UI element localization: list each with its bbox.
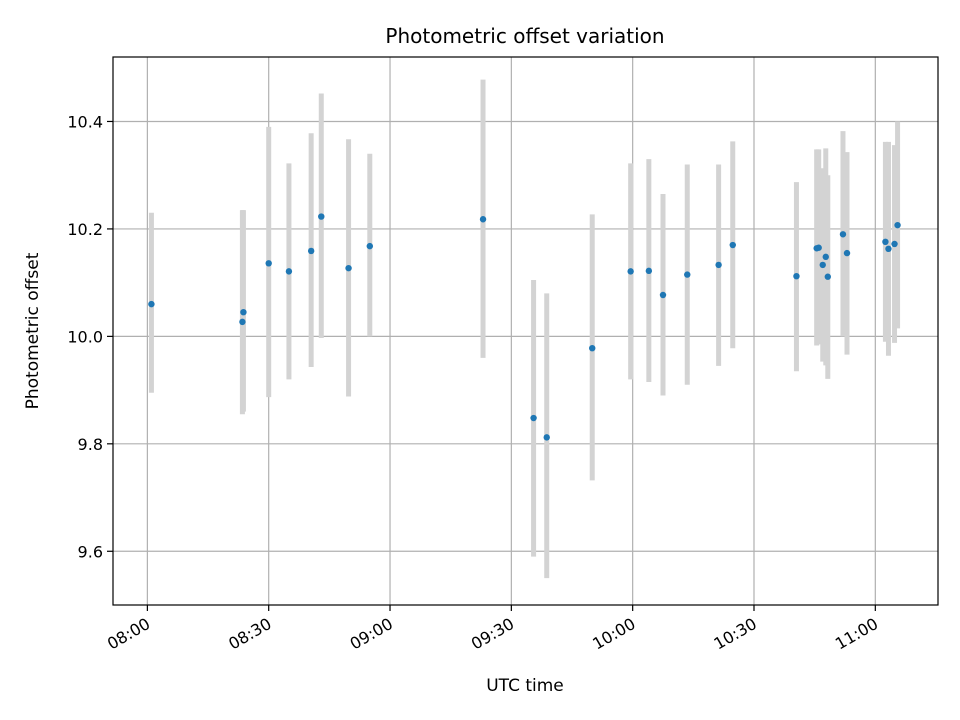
- data-point: [793, 273, 800, 280]
- data-point: [645, 267, 653, 275]
- chart-title: Photometric offset variation: [385, 24, 664, 48]
- data-point: [882, 238, 889, 246]
- data-point: [822, 253, 829, 261]
- data-point: [318, 213, 325, 220]
- data-point: [240, 308, 247, 316]
- y-tick-label: 9.6: [78, 542, 103, 561]
- y-tick-label: 10.0: [67, 327, 103, 346]
- y-axis-label: Photometric offset: [23, 252, 43, 409]
- plot-frame: [112, 56, 939, 606]
- data-point: [543, 434, 550, 441]
- data-point: [815, 244, 822, 251]
- data-point: [148, 300, 155, 308]
- y-tick-label: 10.4: [67, 112, 103, 131]
- data-point: [307, 247, 315, 255]
- data-point: [239, 318, 246, 326]
- data-point: [684, 271, 691, 278]
- data-point: [839, 231, 847, 238]
- data-point: [530, 414, 537, 422]
- data-point: [894, 221, 901, 229]
- data-point: [891, 240, 898, 248]
- data-point: [627, 268, 634, 275]
- data-point: [843, 249, 851, 257]
- data-point: [824, 273, 831, 280]
- data-point: [479, 216, 487, 223]
- data-point: [285, 268, 293, 275]
- data-point: [366, 242, 374, 250]
- data-point: [729, 241, 736, 249]
- data-point: [819, 261, 826, 269]
- data-points: [148, 213, 901, 441]
- y-tick-label: 9.8: [78, 435, 103, 454]
- y-axis: 9.6 9.8 10.0 10.2 10.4: [67, 112, 113, 561]
- data-point: [715, 261, 722, 269]
- y-tick-label: 10.2: [67, 220, 103, 239]
- data-point: [345, 264, 352, 272]
- data-point: [265, 260, 272, 267]
- data-point: [659, 291, 667, 299]
- x-axis-label: UTC time: [486, 676, 564, 696]
- data-point: [589, 344, 596, 352]
- data-point: [885, 245, 892, 252]
